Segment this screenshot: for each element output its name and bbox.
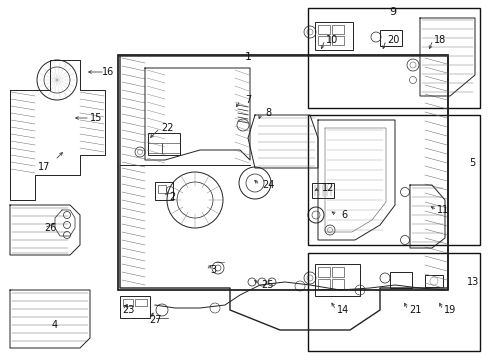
Text: 10: 10 <box>325 35 337 45</box>
Text: 11: 11 <box>436 205 448 215</box>
Bar <box>379 30 401 46</box>
Bar <box>314 22 352 50</box>
Text: 22: 22 <box>162 123 174 133</box>
Text: 25: 25 <box>261 280 274 290</box>
Bar <box>120 296 150 318</box>
Text: 16: 16 <box>102 67 114 77</box>
Bar <box>317 267 329 277</box>
Text: 21: 21 <box>408 305 420 315</box>
Bar <box>331 25 343 34</box>
Bar <box>135 299 147 306</box>
Bar <box>158 185 165 193</box>
Bar <box>331 279 343 289</box>
Text: 13: 13 <box>466 277 478 287</box>
Text: 15: 15 <box>90 113 102 123</box>
Text: 14: 14 <box>336 305 348 315</box>
Bar <box>317 25 329 34</box>
Bar <box>148 143 162 153</box>
Text: 7: 7 <box>244 95 251 105</box>
Text: 17: 17 <box>38 162 50 172</box>
Text: 8: 8 <box>264 108 270 118</box>
Bar <box>155 182 173 200</box>
Text: 6: 6 <box>340 210 346 220</box>
Text: 9: 9 <box>388 7 396 17</box>
Bar <box>314 264 359 296</box>
Text: 1: 1 <box>244 52 251 62</box>
Text: 24: 24 <box>261 180 274 190</box>
Text: 3: 3 <box>209 265 216 275</box>
Bar <box>331 267 343 277</box>
Text: 18: 18 <box>433 35 445 45</box>
Text: 20: 20 <box>386 35 398 45</box>
Bar <box>331 36 343 45</box>
Bar <box>389 272 411 288</box>
Bar <box>118 55 447 290</box>
Bar <box>317 279 329 289</box>
Bar <box>307 8 479 108</box>
Text: 26: 26 <box>44 223 56 233</box>
Bar <box>307 115 479 245</box>
Bar <box>123 299 133 306</box>
Text: 4: 4 <box>52 320 58 330</box>
Text: 27: 27 <box>148 315 161 325</box>
Text: 2: 2 <box>168 192 175 202</box>
Bar <box>162 143 180 153</box>
Text: 19: 19 <box>443 305 455 315</box>
Bar <box>311 183 333 198</box>
Bar <box>148 133 180 155</box>
Text: 5: 5 <box>468 158 474 168</box>
Text: 12: 12 <box>321 183 333 193</box>
Bar <box>424 275 442 287</box>
Bar <box>317 36 329 45</box>
Bar <box>307 253 479 351</box>
Text: 23: 23 <box>122 305 134 315</box>
